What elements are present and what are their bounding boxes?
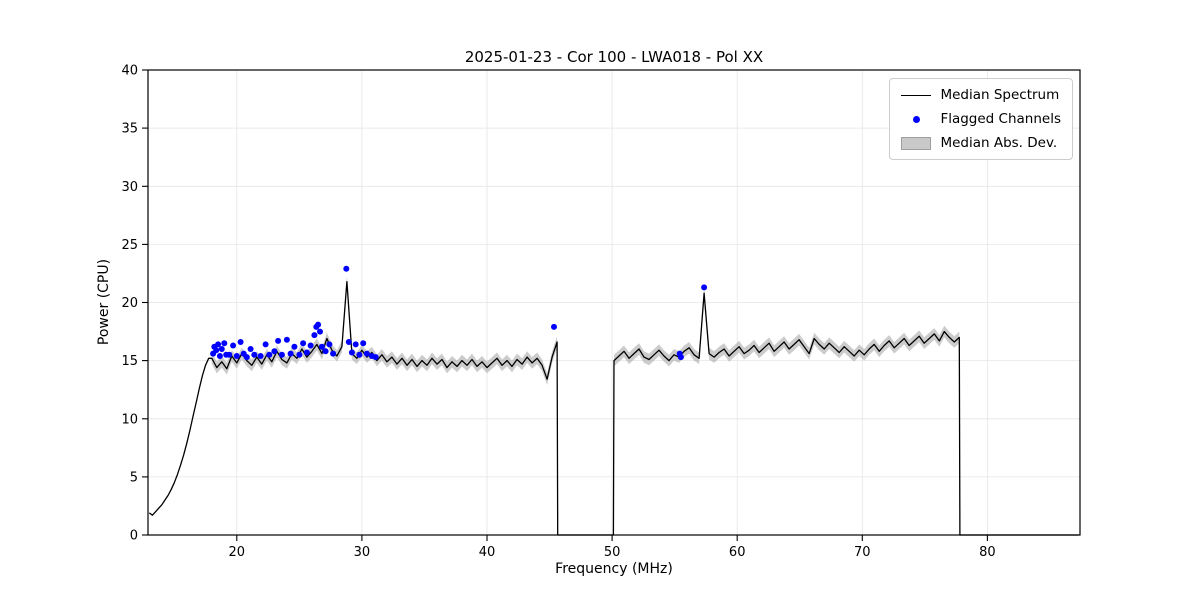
flagged-channel-dot [326, 341, 333, 348]
y-tick-label: 5 [130, 470, 138, 485]
legend-item-median-abs-dev: Median Abs. Dev. [901, 135, 1061, 151]
flagged-channel-dot-icon [901, 112, 931, 126]
legend-item-flagged-channels: Flagged Channels [901, 111, 1061, 127]
flagged-channel-dot [551, 323, 557, 330]
chart-title: 2025-01-23 - Cor 100 - LWA018 - Pol XX [464, 48, 764, 66]
flagged-channel-dot [247, 346, 254, 352]
flagged-channel-dot [322, 348, 329, 355]
flagged-channel-dot [318, 343, 325, 350]
x-tick-label: 20 [229, 545, 246, 560]
median-spectrum-line-icon [901, 88, 932, 102]
flagged-channel-dot [330, 350, 337, 357]
flagged-channel-dot [317, 328, 323, 335]
flagged-channel-dot [218, 346, 225, 352]
flagged-channel-dot [307, 342, 314, 349]
median-abs-dev-band [211, 275, 558, 385]
flagged-channel-dot [352, 341, 359, 348]
flagged-channel-dot [237, 339, 244, 345]
flagged-channel-dot [243, 354, 250, 361]
y-tick-label: 20 [121, 296, 138, 311]
y-tick-label: 40 [121, 64, 138, 79]
flagged-channel-dot [230, 342, 237, 349]
x-tick-label: 40 [479, 545, 496, 560]
x-tick-label: 30 [354, 545, 371, 560]
flagged-channel-dot [303, 349, 310, 356]
y-tick-label: 25 [121, 238, 138, 253]
y-tick-label: 30 [121, 180, 138, 195]
flagged-channel-dot [356, 351, 363, 358]
flagged-channel-dot [315, 321, 322, 328]
flagged-channel-dot [363, 350, 370, 357]
legend-label-median-spectrum: Median Spectrum [940, 87, 1060, 103]
flagged-channel-dot [300, 340, 307, 347]
y-tick-label: 10 [121, 412, 138, 427]
median-abs-dev-band-icon [901, 136, 932, 150]
flagged-channel-dot [233, 353, 240, 359]
median-spectrum-line [148, 280, 1079, 536]
flagged-channel-dot [283, 336, 290, 343]
flagged-channel-dot [271, 348, 278, 355]
legend-label-flagged-channels: Flagged Channels [940, 111, 1061, 127]
flagged-channel-dot [343, 265, 350, 272]
flagged-channel-dot [278, 351, 285, 358]
flagged-channel-dot [345, 339, 352, 345]
flagged-channel-dot [372, 354, 379, 361]
x-axis-label: Frequency (MHz) [555, 561, 673, 577]
legend-label-median-abs-dev: Median Abs. Dev. [940, 135, 1058, 151]
flagged-channel-dot [677, 354, 684, 361]
legend-item-median-spectrum: Median Spectrum [901, 87, 1061, 103]
flagged-channel-dot [262, 341, 269, 348]
flagged-channel-dot [266, 351, 273, 358]
flagged-channel-dot [257, 353, 264, 359]
x-tick-label: 50 [604, 545, 621, 560]
x-tick-label: 80 [979, 545, 996, 560]
x-tick-label: 70 [854, 545, 871, 560]
y-tick-label: 0 [130, 529, 138, 544]
flagged-channel-dot [360, 340, 367, 347]
y-tick-label: 15 [121, 354, 138, 369]
flagged-channel-dot [701, 284, 708, 291]
flagged-channel-dot [213, 347, 220, 354]
flagged-channel-dot [311, 332, 318, 339]
legend: Median Spectrum Flagged Channels Median … [889, 78, 1073, 160]
flagged-channel-dot [251, 351, 258, 358]
y-axis-label: Power (CPU) [96, 258, 112, 346]
flagged-channel-dot [291, 343, 298, 350]
flagged-channel-dot [226, 351, 233, 358]
flagged-channel-dot [275, 337, 282, 344]
flagged-channel-dot [221, 340, 228, 347]
x-tick-label: 60 [729, 545, 746, 560]
flagged-channel-dot [215, 341, 222, 348]
flagged-channel-dot [287, 350, 294, 357]
flagged-channel-dot [216, 353, 223, 359]
flagged-channel-dot [348, 349, 355, 356]
y-tick-label: 35 [121, 122, 138, 137]
median-abs-dev-band [614, 287, 960, 367]
flagged-channel-dot [296, 351, 303, 358]
